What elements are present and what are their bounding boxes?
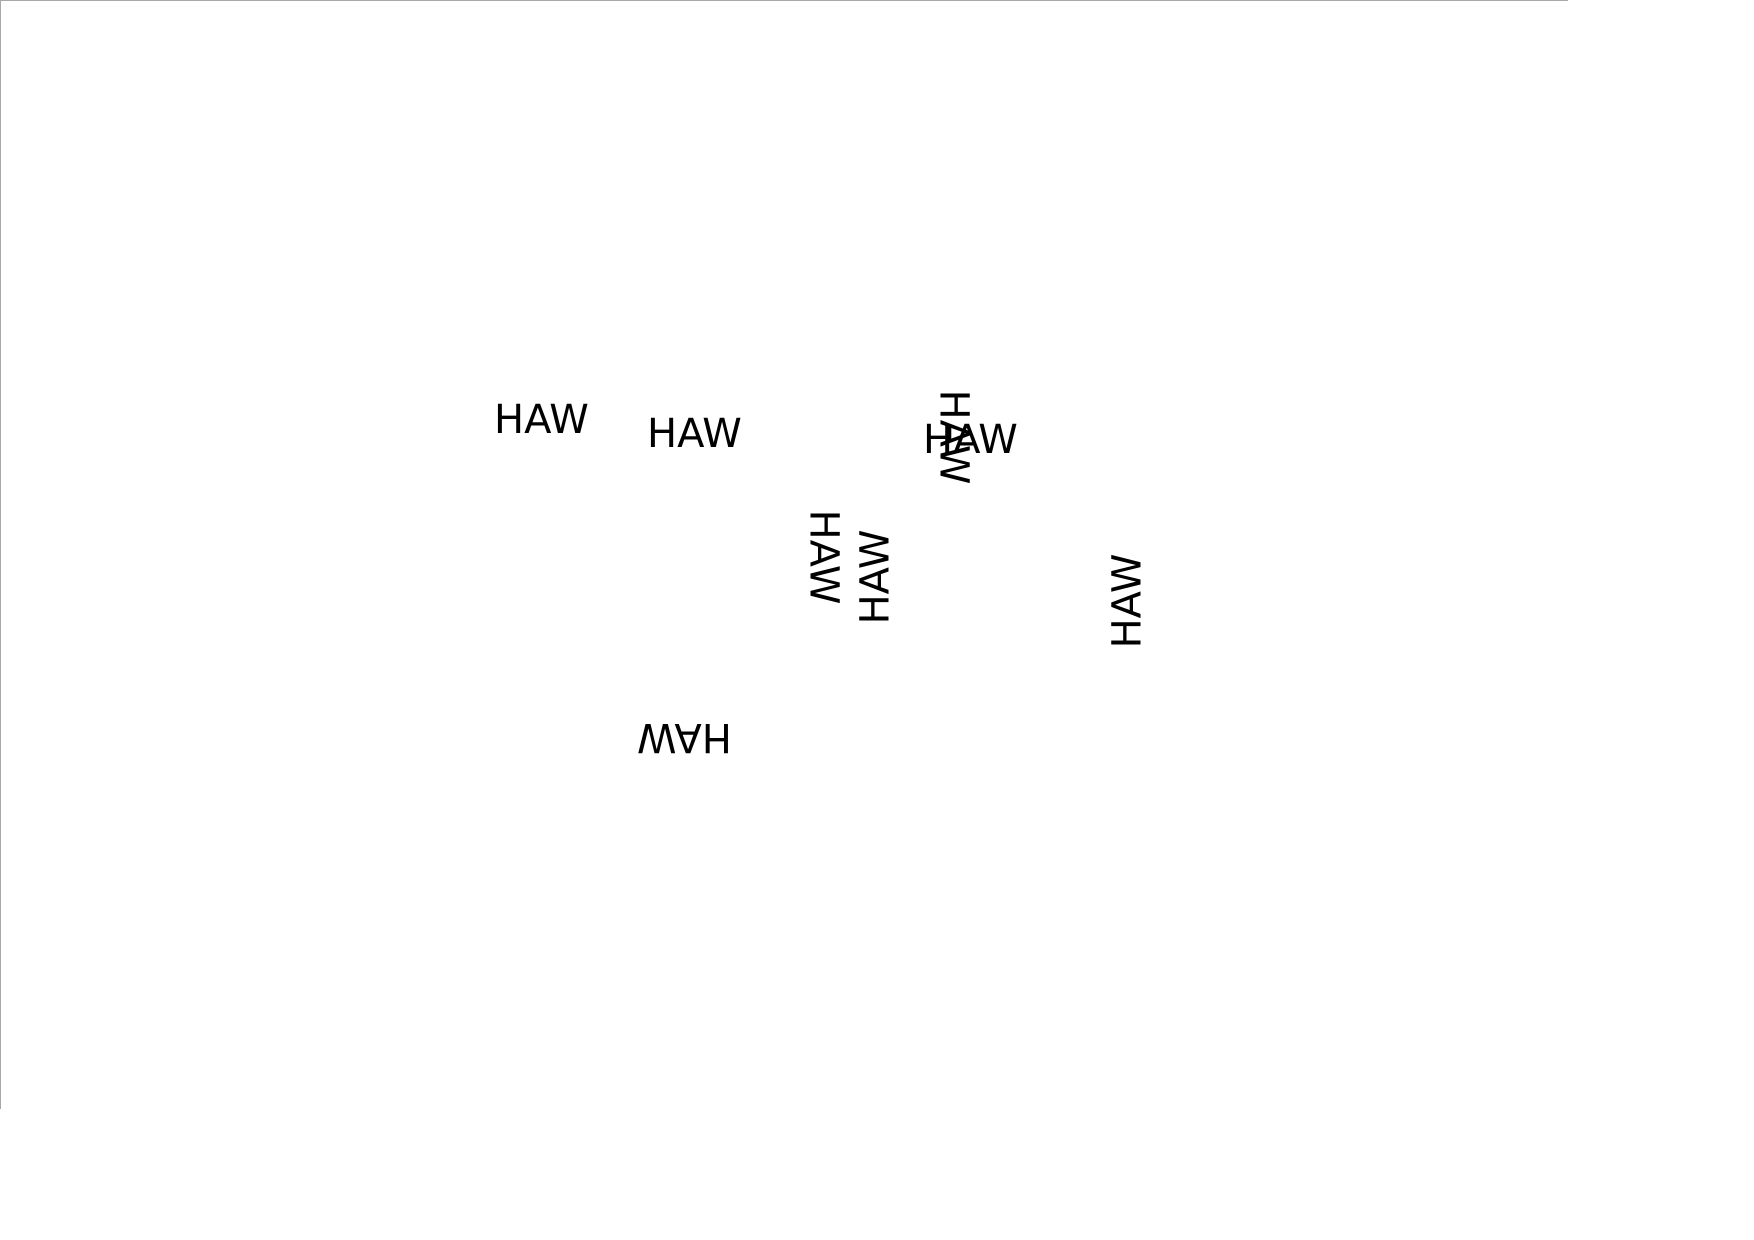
word-haw-2: HAW (647, 411, 742, 457)
word-haw-5-rotated: HAW (800, 509, 847, 605)
word-haw-1: HAW (494, 397, 589, 443)
word-haw-3: HAW (923, 417, 1018, 463)
word-haw-8-upside-down: HAW (637, 714, 732, 760)
word-haw-6-rotated: HAW (852, 529, 899, 625)
word-haw-7-rotated: HAW (1104, 553, 1151, 649)
page-canvas: HAW HAW HAW HAW HAW HAW HAW HAW (0, 0, 1568, 1109)
word-haw-4-rotated: HAW (930, 389, 977, 485)
